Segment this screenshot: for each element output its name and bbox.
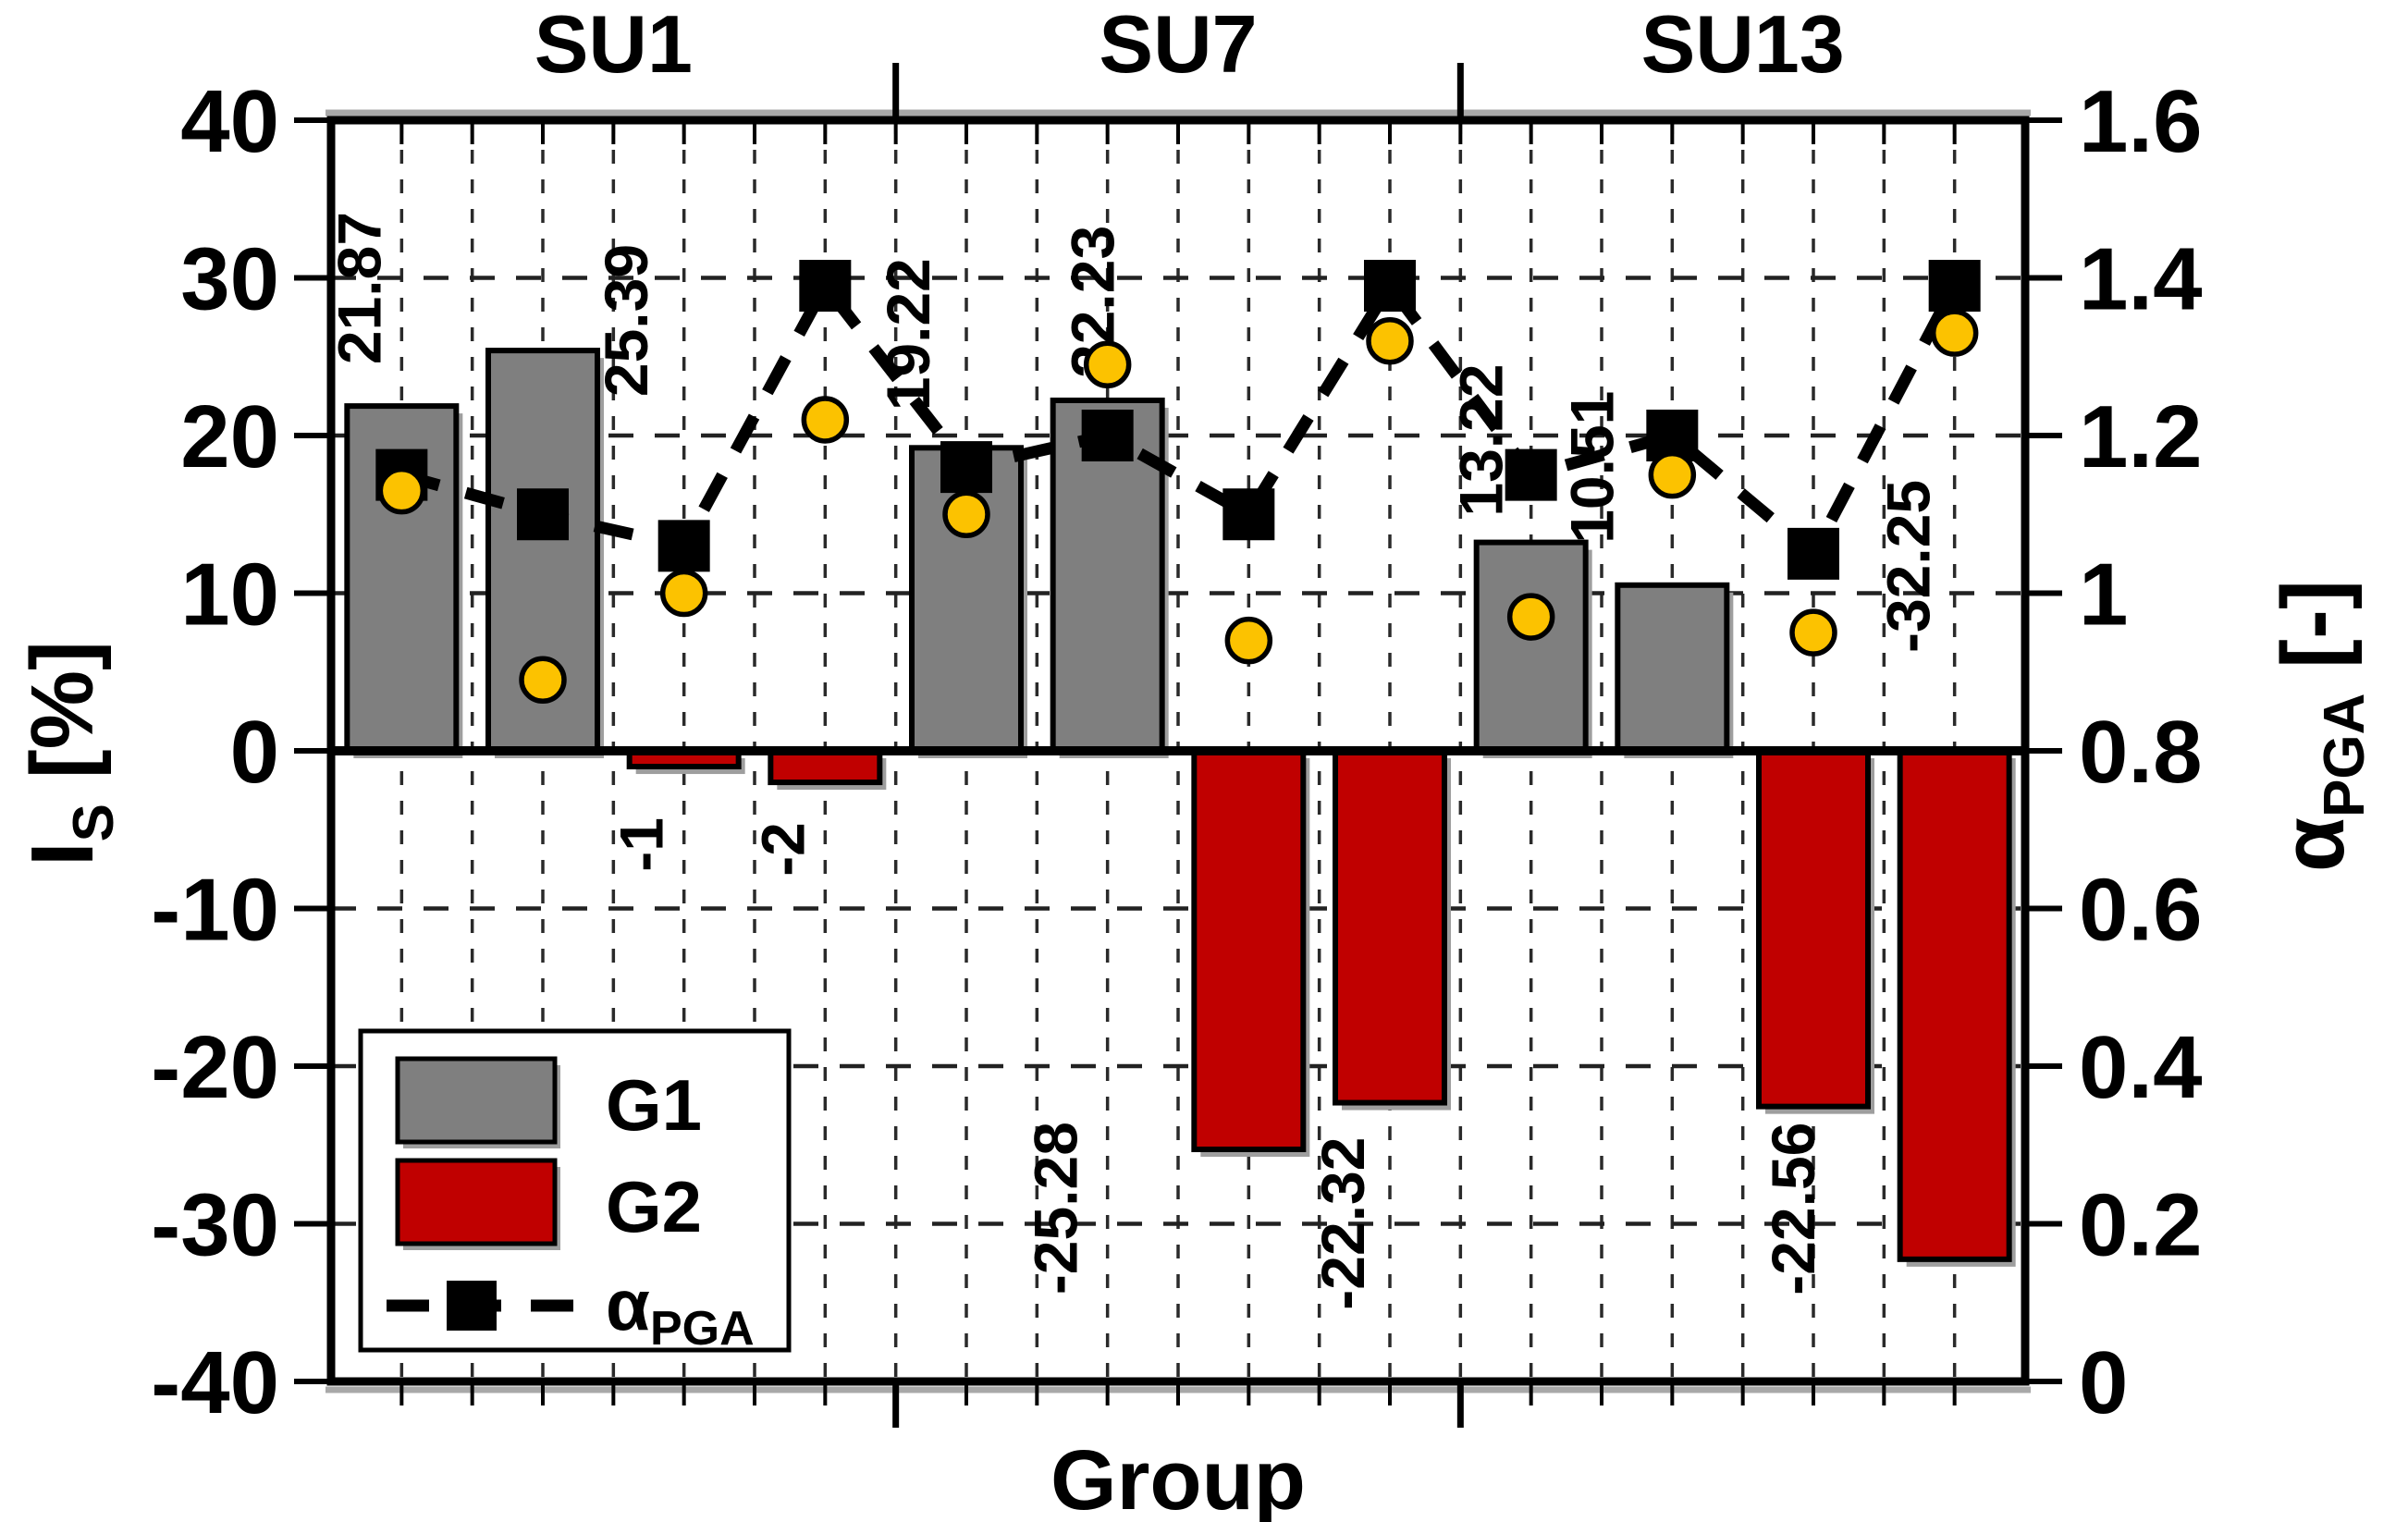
left-axis-tick-label: 30 [180,230,279,329]
left-axis-tick-label: -20 [151,1018,279,1117]
left-axis-tick-label: -10 [151,861,279,960]
yellow-circle-marker [1224,616,1273,665]
bar-g2-su13 [1897,748,2012,1262]
right-axis-tick-label: 0.2 [2079,1176,2202,1275]
yellow-circle-marker [659,569,708,618]
alpha-pga-square-marker [1081,410,1134,461]
yellow-circle-marker [801,396,850,444]
yellow-circle-marker [1789,608,1837,657]
left-axis-tick-label: -30 [151,1176,279,1275]
bar-value-label: -25.28 [1021,1122,1089,1295]
yellow-circle-marker [1083,340,1132,389]
bar-value-label: 25.39 [592,244,660,397]
x-axis-title: Group [1050,1433,1306,1522]
left-axis-title: IS [%] [13,641,126,866]
left-axis-tick-label: 20 [180,387,279,486]
bar-value-label: -2 [748,822,817,877]
bar-g2-su13 [1756,748,1871,1110]
left-axis-tick-label: 0 [230,703,279,802]
bar-value-label: -1 [608,817,676,872]
alpha-pga-square-marker [1928,260,1981,313]
alpha-pga-square-marker [1505,448,1557,501]
legend-label-alpha-pga: αPGA [606,1264,755,1356]
legend-label-g1: G1 [606,1064,702,1146]
legend-swatch-g1 [395,1056,558,1145]
bar-g1-su13 [1473,539,1589,754]
yellow-circle-marker [1366,316,1414,365]
bar-g1-su13 [1615,582,1730,754]
legend-label-g2: G2 [606,1166,702,1247]
alpha-pga-square-marker [517,488,569,541]
bar-g2-su7 [1333,748,1447,1106]
yellow-circle-marker [1930,309,1979,357]
bar-value-label: -32.25 [1874,480,1943,653]
yellow-circle-marker [1506,593,1555,641]
bar-value-label: -22.32 [1308,1137,1377,1310]
yellow-circle-marker [942,490,990,538]
right-axis-title: αPGA [-] [2264,580,2377,872]
alpha-pga-square-marker [1222,488,1275,541]
group-label-su13: SU13 [1641,0,1845,90]
right-axis-tick-label: 0.8 [2079,703,2202,802]
right-axis-tick-label: 1.4 [2079,230,2202,329]
left-axis-tick-label: 40 [180,72,279,171]
alpha-pga-square-marker [1788,527,1839,580]
left-axis-tick-label: -40 [151,1333,279,1432]
right-axis-tick-label: 0.6 [2079,861,2202,960]
right-axis-tick-label: 1 [2079,546,2128,644]
left-axis-tick-label: 10 [180,546,279,644]
right-axis-tick-label: 0.4 [2079,1018,2202,1117]
group-label-su1: SU1 [534,0,693,90]
bar-value-label: 21.87 [325,212,393,364]
bar-value-label: 19.22 [874,258,942,411]
alpha-pga-square-marker [799,260,852,313]
legend-alpha-square-marker [447,1281,497,1331]
bar-value-label: 13.22 [1447,363,1516,516]
alpha-pga-square-marker [1364,260,1416,313]
yellow-circle-marker [377,466,426,515]
right-axis-tick-label: 1.2 [2079,387,2202,486]
right-axis-tick-label: 0 [2079,1333,2128,1432]
alpha-pga-square-marker [657,520,710,572]
group-label-su7: SU7 [1099,0,1257,90]
yellow-circle-marker [519,656,567,705]
bar-g2-su7 [1191,748,1307,1153]
bar-g2-su1 [768,748,883,786]
bar-value-label: -22.56 [1759,1123,1827,1295]
legend-swatch-g2 [395,1158,558,1246]
alpha-pga-square-marker [940,441,992,494]
right-axis-tick-label: 1.6 [2079,72,2202,171]
yellow-circle-marker [1648,450,1697,499]
